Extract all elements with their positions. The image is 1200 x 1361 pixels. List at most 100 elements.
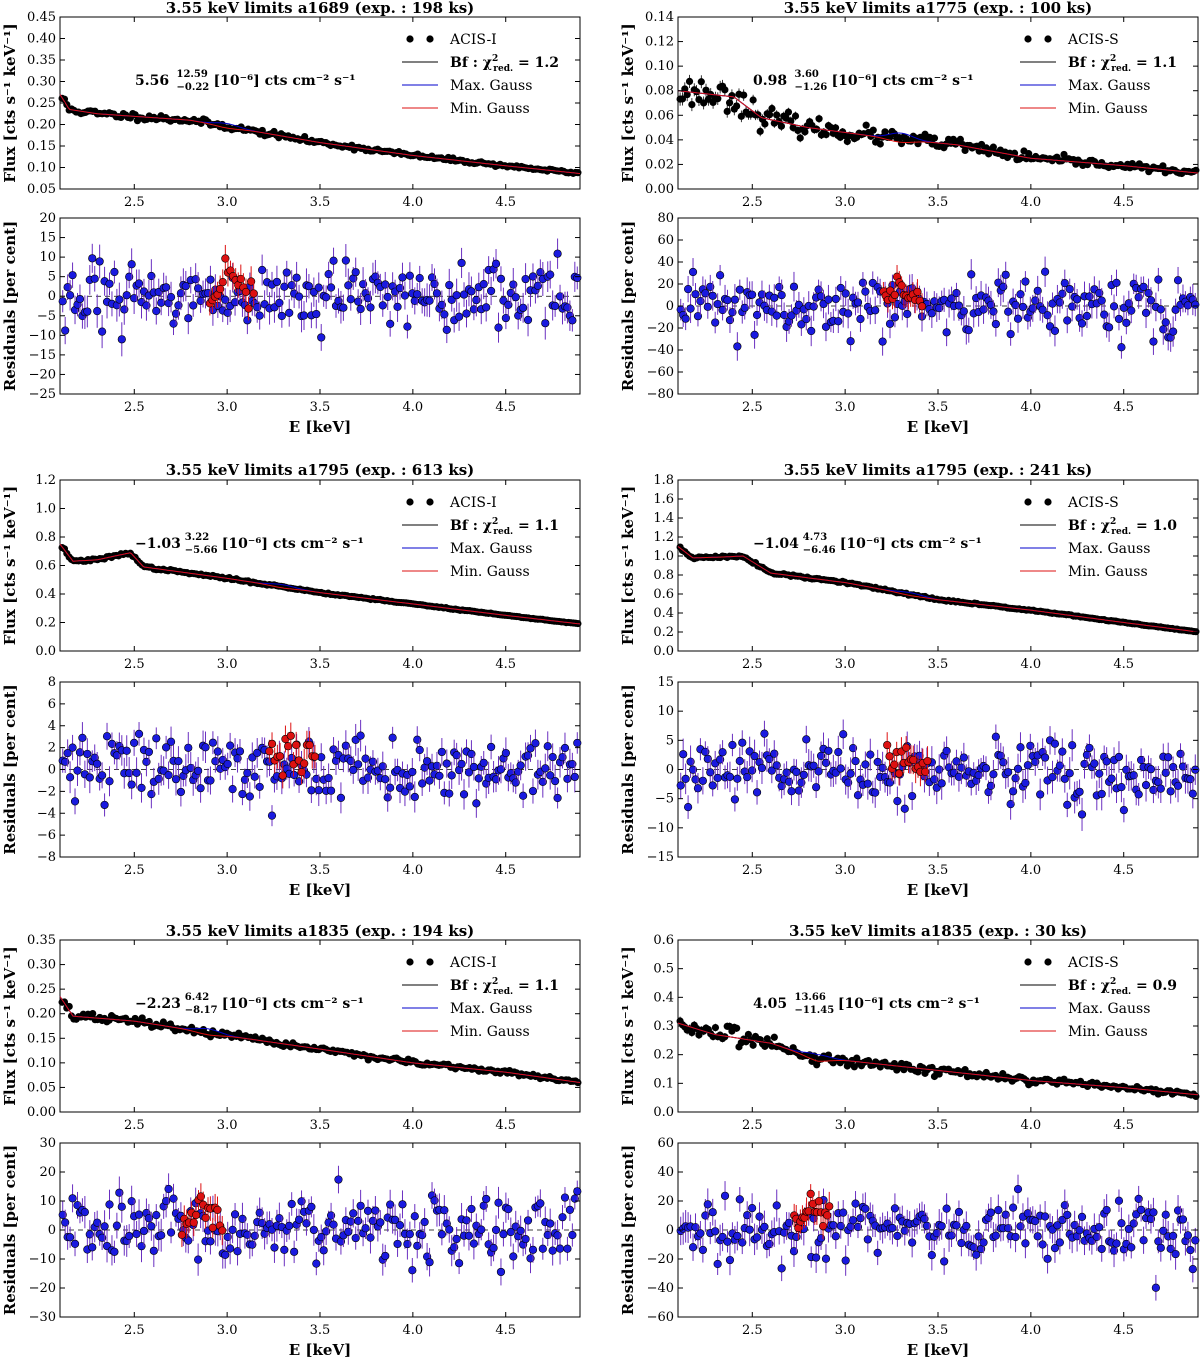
- legend-bestfit: Bf : χ2 red. = 1.2: [450, 54, 559, 74]
- residual-point: [61, 1218, 70, 1227]
- x-tick-label: 4.0: [1021, 195, 1042, 210]
- y-tick-label: −10: [647, 821, 674, 836]
- y-tick-label: −5: [37, 309, 56, 324]
- x-tick-label: 2.5: [742, 863, 763, 878]
- residual-point: [967, 270, 976, 279]
- residual-point: [1097, 296, 1106, 305]
- residual-point: [413, 735, 422, 744]
- residual-point: [844, 778, 853, 787]
- residual-point: [1085, 292, 1094, 301]
- residual-point: [413, 290, 422, 299]
- residual-axes-frame: [59, 217, 581, 395]
- residual-point: [565, 1205, 574, 1214]
- flux-annotation: −1.04: [753, 536, 799, 552]
- residual-point: [878, 337, 887, 346]
- y-tick-label: 0.05: [27, 182, 56, 197]
- residual-point: [437, 300, 446, 309]
- residual-point: [455, 312, 464, 321]
- min-gauss-line: [677, 90, 1199, 174]
- residual-point: [851, 756, 860, 766]
- legend-data-marker: [1024, 35, 1032, 43]
- y-tick-label: 1.8: [653, 473, 674, 488]
- legend-bestfit: Bf : χ2 red. = 1.0: [1068, 517, 1177, 537]
- x-tick-label: 4.0: [1021, 863, 1042, 878]
- x-tick-label: 3.5: [928, 657, 949, 672]
- residual-point: [937, 779, 946, 788]
- residual-point: [292, 273, 301, 282]
- residual-point: [1095, 769, 1104, 778]
- residual-point: [83, 307, 92, 316]
- x-tick-label: 4.5: [495, 657, 516, 672]
- residual-point: [1166, 787, 1175, 796]
- flux-point: [784, 108, 793, 116]
- x-tick-label: 4.5: [495, 195, 516, 210]
- legend-max-gauss: Max. Gauss: [450, 78, 532, 94]
- residual-point: [1097, 789, 1106, 799]
- residual-point: [208, 738, 218, 747]
- residual-point: [376, 1218, 385, 1227]
- residual-point: [154, 774, 163, 783]
- residual-point: [280, 1245, 289, 1254]
- residual-point: [900, 804, 909, 813]
- residual-point: [400, 291, 410, 300]
- residual-red-point: [902, 743, 911, 752]
- residual-point: [748, 766, 757, 775]
- flux-point: [989, 143, 997, 151]
- residual-point: [110, 267, 119, 277]
- residual-point: [740, 303, 749, 312]
- residual-point: [1026, 741, 1035, 750]
- residual-point: [893, 796, 902, 806]
- x-tick-label: 2.5: [124, 195, 145, 210]
- residual-point: [770, 293, 779, 302]
- residual-point: [548, 752, 557, 762]
- flux-point: [733, 102, 741, 110]
- residual-point: [1119, 806, 1128, 815]
- flux-point: [740, 91, 748, 99]
- residual-point: [418, 1231, 427, 1240]
- residual-point: [223, 759, 232, 769]
- residual-point: [999, 282, 1008, 291]
- residual-point: [809, 761, 818, 770]
- y-tick-label: −10: [29, 328, 56, 343]
- x-tick-label: 2.5: [742, 400, 763, 415]
- residual-point: [70, 1239, 80, 1248]
- residual-point: [681, 314, 690, 323]
- residual-point: [122, 291, 131, 300]
- residual-point: [110, 1247, 119, 1256]
- residual-point: [1134, 790, 1143, 799]
- residual-point: [250, 1231, 259, 1240]
- residual-point: [425, 776, 434, 785]
- residual-point: [455, 1259, 464, 1268]
- flux-point: [761, 120, 769, 128]
- residual-point: [459, 290, 469, 299]
- residual-point: [511, 778, 520, 787]
- residual-point: [541, 319, 550, 328]
- residual-point: [713, 299, 722, 309]
- residual-point: [738, 738, 747, 747]
- flux-y-label: Flux [cts s⁻¹ keV⁻¹]: [1, 486, 19, 646]
- flux-point: [737, 112, 745, 120]
- residual-point: [821, 322, 831, 331]
- residual-subplot: 2.5 3.0 3.5 4.0 4.5 −25 −20 −15 −10 −5 0 5 10 15 20 Res…: [1, 211, 582, 436]
- legend-data-marker: [426, 498, 434, 506]
- residual-point: [329, 256, 338, 265]
- residual-point: [272, 277, 282, 287]
- chart-title: 3.55 keV limits a1775 (exp. : 100 ks): [784, 0, 1093, 17]
- residual-point: [117, 335, 126, 344]
- residual-point: [422, 757, 432, 766]
- residual-point: [253, 748, 262, 758]
- residual-point: [1134, 293, 1143, 302]
- residual-point: [848, 744, 858, 753]
- legend-min-gauss: Min. Gauss: [450, 101, 530, 117]
- residual-point: [425, 1258, 434, 1267]
- residual-point: [189, 301, 198, 310]
- residual-point: [487, 286, 496, 296]
- y-tick-label: 0.35: [27, 53, 56, 68]
- y-tick-label: −80: [647, 387, 674, 402]
- residual-point: [253, 303, 262, 312]
- residual-point: [952, 288, 961, 298]
- residual-series: [58, 238, 582, 357]
- residual-point: [858, 278, 868, 287]
- residual-point: [459, 790, 469, 799]
